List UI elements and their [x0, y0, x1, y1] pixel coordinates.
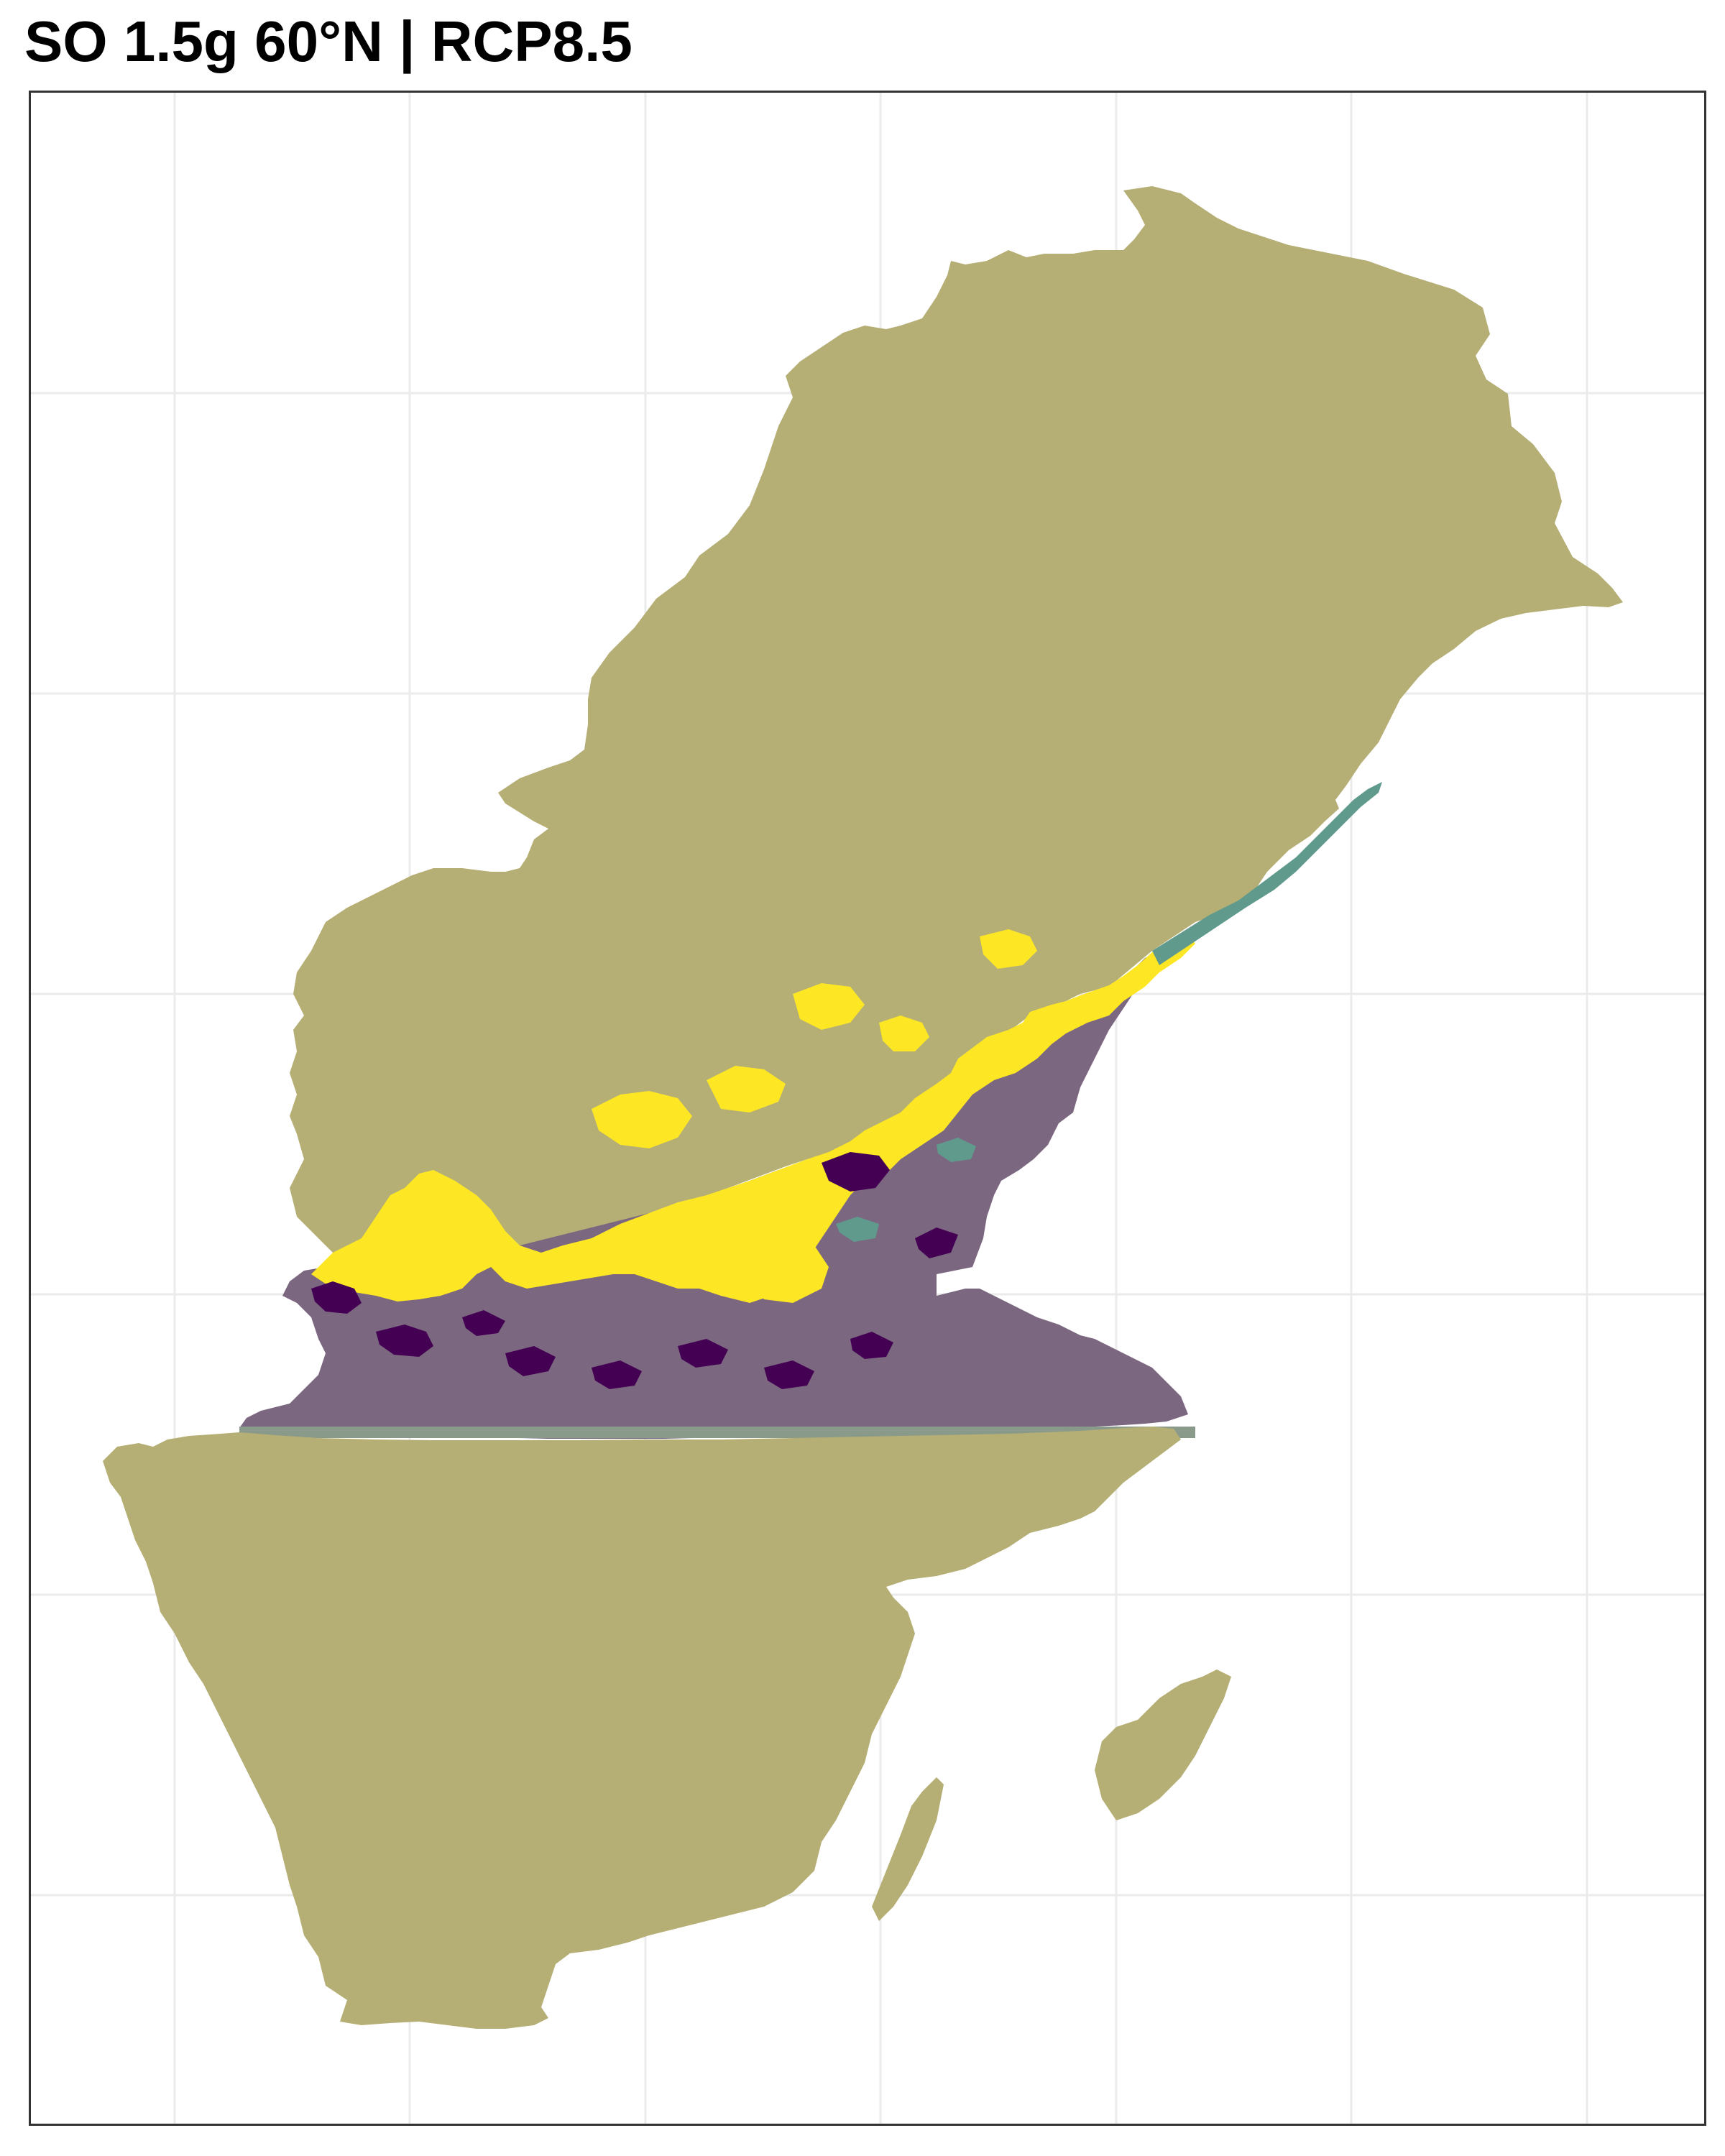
yellow-patch-3 — [707, 1066, 786, 1112]
map-title: SO 1.5g 60°N | RCP8.5 — [24, 9, 632, 73]
dark-purple-patch-10 — [462, 1310, 505, 1336]
gotland-island — [1095, 1669, 1231, 1820]
land-south — [103, 1427, 1181, 2029]
dark-purple-patch-4 — [505, 1346, 556, 1376]
dark-purple-patch-2 — [311, 1281, 362, 1314]
dark-purple-patch-5 — [592, 1360, 642, 1389]
yellow-zone — [311, 933, 1195, 1303]
map-panel — [29, 91, 1706, 2126]
dark-purple-patch-7 — [764, 1360, 814, 1389]
dark-purple-patch-8 — [850, 1332, 893, 1359]
dark-purple-patch-6 — [678, 1339, 728, 1368]
land-north — [290, 186, 1623, 1296]
dark-purple-patch-3 — [376, 1325, 433, 1357]
dark-purple-patch-9 — [915, 1227, 958, 1258]
teal-patch-1 — [836, 1217, 879, 1242]
map-canvas — [31, 93, 1704, 2124]
oland-island — [872, 1777, 944, 1921]
teal-patch-2 — [937, 1138, 976, 1162]
yellow-patch-6 — [980, 929, 1037, 969]
yellow-patch-1 — [750, 1238, 829, 1303]
dark-purple-patch-1 — [822, 1152, 890, 1192]
teal-coastal-fringe — [1152, 782, 1382, 965]
yellow-patch-4 — [793, 983, 865, 1030]
yellow-patch-2 — [592, 1091, 692, 1148]
yellow-patch-5 — [879, 1015, 929, 1051]
